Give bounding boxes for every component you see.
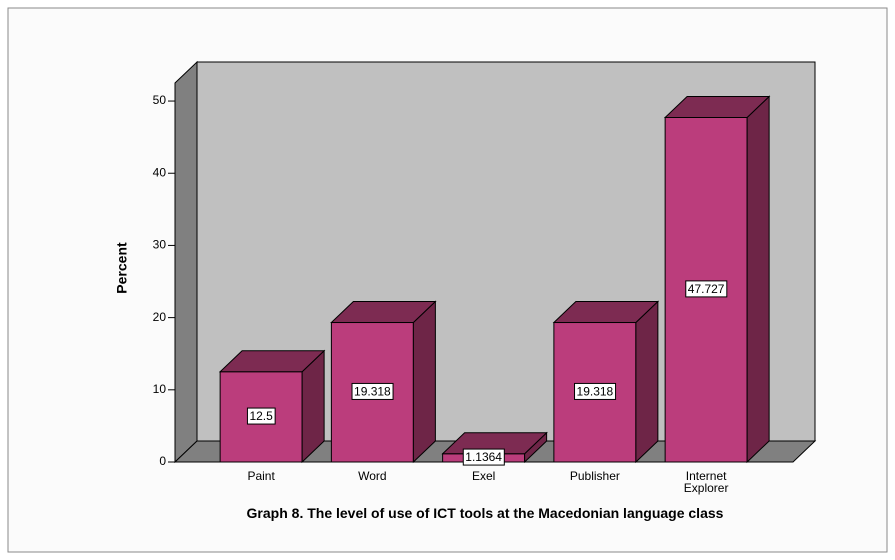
bar-side: [635, 300, 659, 464]
value-label: 19.318: [354, 384, 391, 398]
bar-top: [663, 95, 771, 118]
value-label: 1.1364: [465, 450, 502, 464]
y-tick-label: 0: [159, 454, 166, 468]
value-label-box: [685, 280, 728, 298]
value-label-box: [462, 448, 505, 466]
chart-title: Graph 8. The level of use of ICT tools a…: [246, 505, 724, 521]
bar-top: [218, 350, 326, 373]
value-label-box: [246, 407, 276, 425]
bar: [218, 349, 326, 464]
bar: [330, 300, 437, 464]
x-tick-label: Word: [358, 469, 386, 483]
y-axis-label: Percent: [114, 242, 130, 294]
value-label: 12.5: [249, 409, 273, 423]
bar-side: [412, 300, 436, 464]
y-tick-label: 10: [153, 382, 167, 396]
value-label: 47.727: [688, 282, 725, 296]
x-tick-label: Internet Explorer: [684, 469, 729, 495]
bar-top: [552, 301, 660, 324]
x-tick-label: Publisher: [570, 469, 620, 483]
value-label: 19.318: [577, 384, 614, 398]
left-wall: [174, 60, 198, 464]
y-tick-label: 40: [153, 165, 167, 179]
y-tick-label: 30: [153, 238, 167, 252]
bar-top: [330, 301, 437, 324]
x-tick-label: Exel: [472, 469, 495, 483]
y-tick-label: 50: [153, 93, 167, 107]
value-label-box: [351, 382, 394, 400]
y-tick-label: 20: [153, 310, 167, 324]
bar-side: [746, 95, 770, 464]
value-label-box: [574, 382, 617, 400]
x-tick-label: Paint: [247, 469, 275, 483]
bar: [663, 95, 771, 464]
bar: [552, 300, 660, 464]
